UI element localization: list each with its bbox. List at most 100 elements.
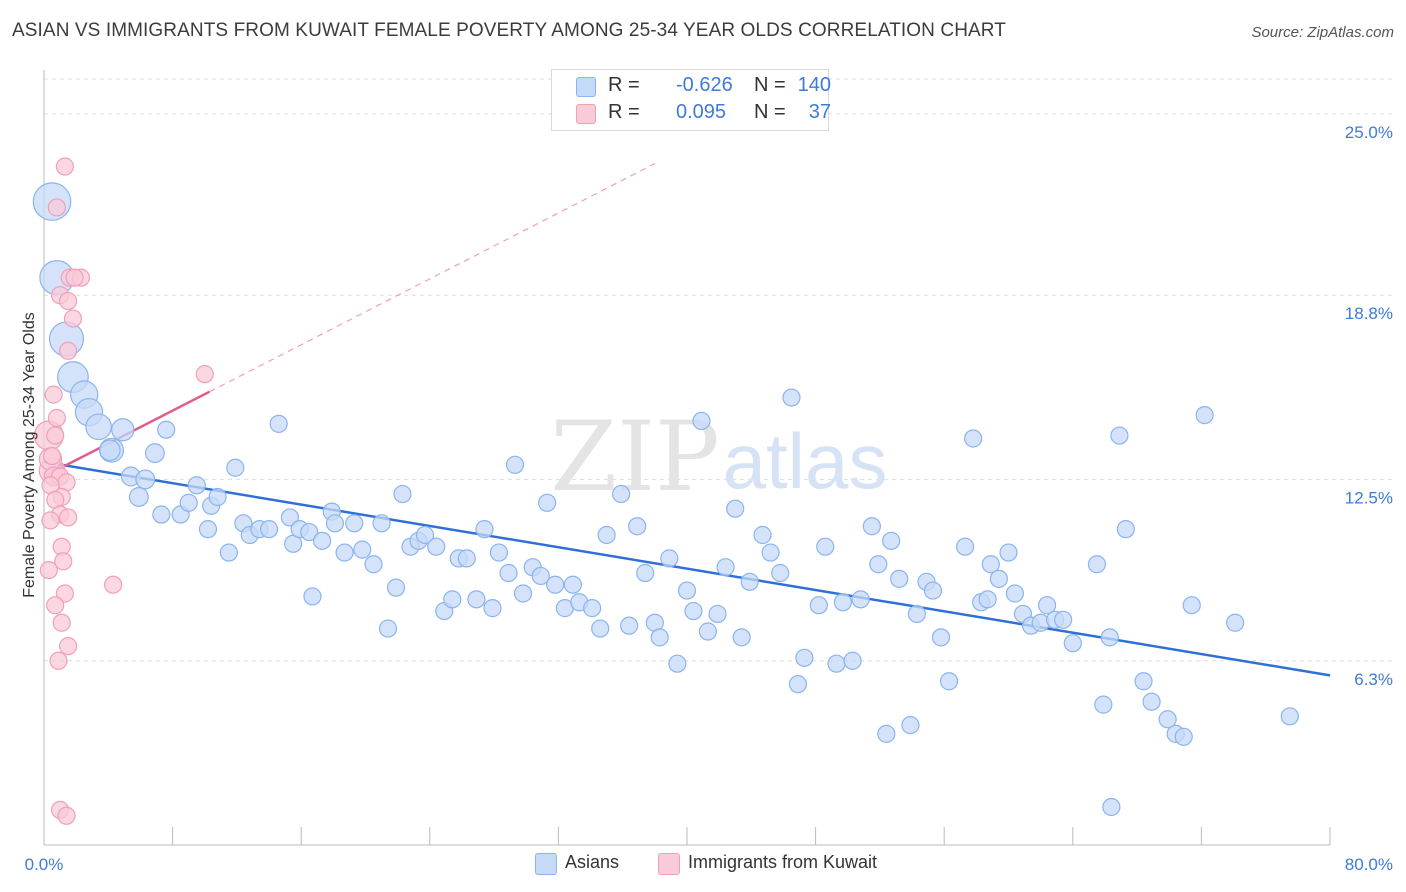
point-asians [827,654,846,673]
source-label: Source: ZipAtlas.com [1251,24,1394,41]
y-tick-label: 18.8% [1345,304,1393,323]
point-kuwait [55,157,74,176]
point-asians [505,455,525,474]
point-asians [1087,555,1107,574]
point-asians [144,443,165,464]
point-asians [1158,710,1177,729]
point-kuwait [46,426,65,445]
n-label: N = [754,101,786,123]
r-label: R = [608,74,640,96]
point-kuwait [59,637,78,656]
point-asians [443,590,462,609]
point-asians [538,493,557,512]
watermark-zip: ZIP [550,401,719,513]
point-asians [325,514,345,533]
point-asians [1174,727,1193,746]
point-asians [964,429,983,448]
point-asians [372,514,391,533]
point-asians [650,628,669,647]
point-asians [684,601,703,621]
point-asians [788,675,808,694]
watermark-atlas: atlas [723,417,888,505]
point-asians [1134,672,1153,691]
point-asians [816,537,835,556]
point-asians [1116,520,1135,539]
point-asians [546,575,565,594]
point-asians [128,487,149,507]
point-asians [303,587,322,606]
point-asians [931,628,951,647]
point-asians [877,724,896,743]
point-asians [843,651,862,670]
point-asians [179,493,198,512]
point-asians [989,569,1008,588]
point-asians [393,484,412,504]
point-asians [457,549,476,568]
stats-swatch-kuwait [576,104,596,124]
point-asians [280,508,300,527]
point-asians [1182,596,1201,615]
n-value: 37 [808,101,831,123]
point-asians [1100,628,1119,647]
point-asians [85,413,113,441]
point-kuwait [39,560,58,580]
point-asians [851,590,870,609]
point-kuwait [47,408,66,428]
legend-label: Asians [565,852,620,872]
point-asians [475,520,494,539]
point-asians [415,525,435,545]
point-kuwait [59,508,78,527]
n-value: 140 [797,74,831,96]
tick-labels: 6.3% 12.5% 18.8% 25.0% 0.0% 80.0% [25,123,1393,874]
point-asians [692,411,711,431]
point-kuwait [195,365,214,384]
point-kuwait [41,511,60,530]
point-asians [157,420,176,439]
point-asians [869,555,888,574]
point-kuwait [47,198,66,217]
point-asians [901,715,920,735]
point-asians [833,593,853,612]
point-asians [716,558,735,577]
point-asians [489,543,509,562]
point-asians [1005,584,1025,603]
point-asians [698,622,717,641]
legend-swatch-kuwait [658,853,680,875]
y-tick-label: 25.0% [1345,123,1393,142]
point-asians [187,476,206,495]
point-asians [99,439,121,461]
stats-swatch-asians [576,77,596,97]
point-asians [740,572,759,591]
point-asians [708,604,727,624]
n-label: N = [754,74,786,96]
point-asians [427,537,446,556]
point-kuwait [65,268,84,287]
point-kuwait [46,596,65,615]
point-asians [312,531,332,550]
point-asians [1037,596,1057,615]
point-asians [591,619,610,638]
point-asians [795,648,814,667]
point-kuwait [59,341,78,360]
point-asians [1195,405,1214,425]
point-asians [620,616,639,635]
point-asians [597,525,616,545]
point-asians [726,499,745,518]
x-tick-label: 0.0% [25,855,64,874]
x-tick-label: 80.0% [1345,855,1393,874]
point-kuwait [52,613,71,632]
point-asians [1280,707,1299,726]
point-kuwait [104,575,123,594]
point-asians [923,581,943,600]
point-asians [753,525,772,545]
point-asians [364,555,383,574]
point-asians [1142,692,1161,711]
point-asians [226,458,245,477]
point-asians [111,418,135,442]
point-asians [999,543,1018,562]
point-asians [269,414,288,433]
point-asians [335,543,354,562]
point-asians [583,599,602,618]
point-asians [152,505,171,524]
